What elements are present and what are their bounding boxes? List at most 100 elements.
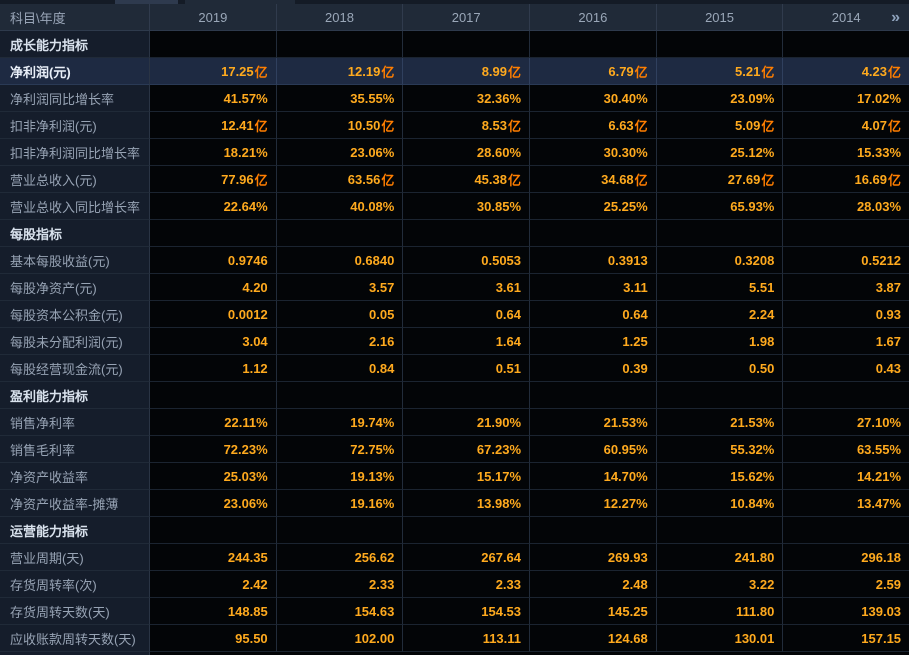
- value-number: 18.21%: [223, 144, 268, 160]
- header-years: 2019 2018 2017 2016 2015 2014: [150, 4, 909, 30]
- value-number: 6.63: [608, 117, 634, 133]
- row-label: 每股未分配利润(元): [0, 328, 150, 355]
- value-cell: 5.09 亿: [656, 112, 784, 139]
- value-number: 60.95%: [603, 441, 648, 457]
- value-cell: 25.25%: [530, 193, 657, 220]
- value-cell: 296.18: [783, 544, 909, 571]
- value-number: 3.11: [623, 279, 648, 295]
- value-cell: 55.32%: [656, 436, 784, 463]
- value-cell: 3.57: [276, 274, 404, 301]
- value-number: 5.09: [735, 117, 761, 133]
- value-number: 0.43: [875, 360, 902, 376]
- value-number: 0.84: [369, 360, 395, 376]
- empty-cell: [656, 517, 784, 544]
- value-cell: 5.51: [656, 274, 784, 301]
- section-row: 每股指标: [0, 220, 909, 247]
- metric-row[interactable]: 存货周转天数(天) 148.85 154.63 154.53 145.25 111.80 1…: [0, 598, 909, 625]
- value-cell: 113.11: [403, 625, 531, 652]
- row-label: 净利润同比增长率: [0, 85, 150, 112]
- empty-cell: [276, 220, 404, 247]
- value-cell: 72.75%: [276, 436, 404, 463]
- value-number: 3.61: [495, 279, 522, 295]
- value-cell: 35.55%: [276, 85, 404, 112]
- metric-row[interactable]: 销售毛利率 72.23% 72.75% 67.23% 60.95% 55.32% 63.55…: [0, 436, 909, 463]
- metric-row[interactable]: 净利润(元) 17.25 亿 12.19 亿 8.99 亿 6.79 亿 5.21 亿 4.23 亿: [0, 58, 909, 85]
- metric-row[interactable]: 每股经营现金流(元) 1.12 0.84 0.51 0.39 0.50 0.43: [0, 355, 909, 382]
- metric-row[interactable]: 营业周期(天) 244.35 256.62 267.64 269.93 241.80 296…: [0, 544, 909, 571]
- metric-row[interactable]: 扣非净利润(元) 12.41 亿 10.50 亿 8.53 亿 6.63 亿 5.09 亿 4.07 亿: [0, 112, 909, 139]
- value-number: 55.32%: [730, 441, 775, 457]
- value-number: 27.10%: [856, 414, 902, 430]
- value-cell: 27.69 亿: [656, 166, 784, 193]
- value-cell: 18.21%: [150, 139, 277, 166]
- value-cell: 21.53%: [530, 409, 657, 436]
- value-unit: 亿: [888, 118, 902, 134]
- metric-row[interactable]: 营业总收入(元) 77.96 亿 63.56 亿 45.38 亿 34.68 亿 27.69 亿 16…: [0, 166, 909, 193]
- metric-row[interactable]: 应收账款周转天数(天) 95.50 102.00 113.11 124.68 130.01…: [0, 625, 909, 652]
- value-number: 0.3208: [734, 252, 775, 268]
- value-cell: 3.22: [656, 571, 784, 598]
- empty-cell: [656, 382, 784, 409]
- value-cell: 5.21 亿: [656, 58, 784, 85]
- value-cell: 2.59: [783, 571, 909, 598]
- value-number: 296.18: [861, 549, 902, 565]
- empty-cell: [656, 31, 784, 58]
- metric-row[interactable]: 销售净利率 22.11% 19.74% 21.90% 21.53% 21.53% 27.10…: [0, 409, 909, 436]
- value-cell: 1.25: [530, 328, 657, 355]
- row-label: 扣非净利润同比增长率: [0, 139, 150, 166]
- more-years-button[interactable]: »: [889, 4, 902, 31]
- value-number: 27.69: [727, 171, 761, 187]
- year-header-2019: 2019: [150, 4, 277, 30]
- value-cell: 65.93%: [656, 193, 784, 220]
- value-number: 3.04: [242, 333, 268, 349]
- value-cell: 27.10%: [783, 409, 909, 436]
- metric-row[interactable]: 基本每股收益(元) 0.9746 0.6840 0.5053 0.3913 0.3208 0…: [0, 247, 909, 274]
- value-cell: 22.64%: [150, 193, 277, 220]
- value-cell: 72.23%: [150, 436, 277, 463]
- value-number: 244.35: [227, 549, 268, 565]
- value-cell: 2.48: [530, 571, 657, 598]
- metric-row[interactable]: 每股净资产(元) 4.20 3.57 3.61 3.11 5.51 3.87: [0, 274, 909, 301]
- value-number: 15.17%: [476, 468, 522, 484]
- metric-row[interactable]: 净利润同比增长率 41.57% 35.55% 32.36% 30.40% 23.09% 17…: [0, 85, 909, 112]
- empty-cell: [403, 517, 531, 544]
- value-cell: 14.70%: [530, 463, 657, 490]
- metric-row[interactable]: 每股资本公积金(元) 0.0012 0.05 0.64 0.64 2.24 0.93: [0, 301, 909, 328]
- value-cell: 148.85: [150, 598, 277, 625]
- value-number: 30.30%: [603, 144, 648, 160]
- value-number: 2.48: [622, 576, 648, 592]
- value-number: 67.23%: [476, 441, 522, 457]
- value-number: 95.50: [235, 630, 268, 646]
- metric-row[interactable]: 净资产收益率-摊薄 23.06% 19.16% 13.98% 12.27% 10.84% 1…: [0, 490, 909, 517]
- value-number: 139.03: [861, 603, 902, 619]
- value-number: 2.33: [495, 576, 522, 592]
- value-number: 12.27%: [603, 495, 648, 511]
- row-label: 净资产收益率: [0, 463, 150, 490]
- value-cell: 17.25 亿: [150, 58, 277, 85]
- value-cell: 63.55%: [783, 436, 909, 463]
- value-cell: 145.25: [530, 598, 657, 625]
- value-number: 35.55%: [350, 90, 395, 106]
- value-number: 0.5053: [481, 252, 522, 268]
- value-number: 0.51: [495, 360, 522, 376]
- value-number: 154.63: [354, 603, 395, 619]
- value-unit: 亿: [761, 118, 775, 134]
- value-number: 102.00: [354, 630, 395, 646]
- value-number: 241.80: [734, 549, 775, 565]
- metric-row[interactable]: 存货周转率(次) 2.42 2.33 2.33 2.48 3.22 2.59: [0, 571, 909, 598]
- year-header-2018: 2018: [277, 4, 404, 30]
- value-number: 0.0012: [227, 306, 268, 322]
- metric-row[interactable]: 每股未分配利润(元) 3.04 2.16 1.64 1.25 1.98 1.67: [0, 328, 909, 355]
- value-number: 0.93: [875, 306, 902, 322]
- value-cell: 34.68 亿: [530, 166, 657, 193]
- value-cell: 102.00: [276, 625, 404, 652]
- metric-row[interactable]: 营业总收入同比增长率 22.64% 40.08% 30.85% 25.25% 65.93%…: [0, 193, 909, 220]
- metric-row[interactable]: 扣非净利润同比增长率 18.21% 23.06% 28.60% 30.30% 25.12%…: [0, 139, 909, 166]
- metric-row[interactable]: 净资产收益率 25.03% 19.13% 15.17% 14.70% 15.62% 14.2…: [0, 463, 909, 490]
- value-unit: 亿: [634, 64, 648, 80]
- value-number: 19.74%: [350, 414, 395, 430]
- value-cell: 157.15: [783, 625, 909, 652]
- value-number: 0.9746: [227, 252, 268, 268]
- empty-cell: [656, 220, 784, 247]
- value-number: 25.03%: [223, 468, 268, 484]
